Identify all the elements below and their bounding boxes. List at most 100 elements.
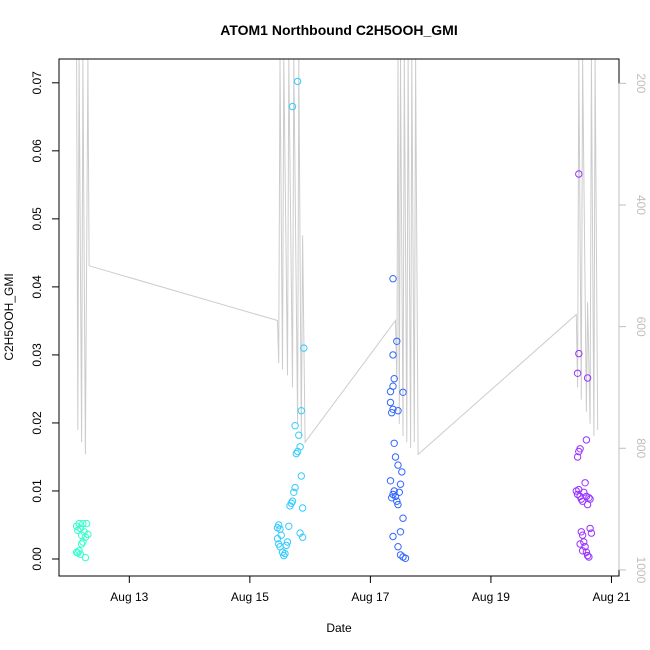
data-point bbox=[84, 530, 92, 539]
data-point bbox=[582, 436, 591, 444]
right-y-tick-label: 600 bbox=[634, 317, 648, 337]
data-point bbox=[281, 549, 289, 558]
data-point bbox=[573, 453, 582, 461]
data-point bbox=[394, 461, 402, 469]
x-tick-label: Aug 19 bbox=[472, 590, 510, 604]
y-tick-label: 0.06 bbox=[30, 139, 44, 163]
data-point bbox=[575, 170, 583, 178]
data-point bbox=[291, 483, 299, 492]
data-point bbox=[575, 349, 583, 358]
data-point bbox=[283, 538, 292, 546]
data-point bbox=[396, 480, 405, 488]
y-tick-label: 0.03 bbox=[30, 343, 44, 367]
data-point bbox=[395, 488, 403, 496]
right-y-tick-label: 200 bbox=[634, 73, 648, 93]
data-point bbox=[296, 443, 304, 451]
data-point bbox=[573, 369, 582, 377]
data-point bbox=[583, 374, 592, 382]
data-point bbox=[578, 497, 587, 505]
data-point bbox=[390, 439, 398, 447]
x-axis: Aug 13 Aug 15 Aug 17 Aug 19 Aug 21 bbox=[110, 576, 631, 604]
data-point bbox=[389, 405, 397, 413]
data-point bbox=[391, 453, 400, 461]
data-point bbox=[79, 519, 87, 528]
data-point bbox=[399, 388, 407, 396]
series-4 bbox=[572, 170, 596, 561]
data-point bbox=[275, 521, 283, 529]
data-point bbox=[77, 540, 86, 548]
x-tick-label: Aug 17 bbox=[351, 590, 389, 604]
data-point bbox=[273, 534, 282, 543]
data-point bbox=[297, 407, 305, 415]
data-point bbox=[75, 519, 83, 528]
y-tick-label: 0.04 bbox=[30, 275, 44, 299]
data-point bbox=[389, 532, 397, 541]
right-axis-series-line bbox=[76, 58, 599, 456]
series-1 bbox=[72, 519, 92, 562]
data-point bbox=[292, 449, 300, 458]
y-tick-label: 0.01 bbox=[30, 479, 44, 503]
right-y-tick-label: 1000 bbox=[634, 557, 648, 584]
y-tick-label: 0.00 bbox=[30, 547, 44, 571]
data-point bbox=[585, 494, 593, 502]
series-2 bbox=[273, 77, 308, 560]
data-point bbox=[577, 528, 585, 536]
data-point bbox=[583, 551, 592, 560]
data-point bbox=[285, 522, 293, 530]
data-point bbox=[587, 529, 596, 537]
chart-title: ATOM1 Northbound C2H5OOH_GMI bbox=[220, 22, 457, 38]
data-point bbox=[585, 553, 593, 561]
data-point bbox=[298, 504, 307, 512]
y-axis: 0.00 0.01 0.02 0.03 0.04 0.05 0.06 0.07 bbox=[30, 71, 59, 571]
y-axis-label: C2H5OOH_GMI bbox=[2, 273, 16, 360]
x-tick-label: Aug 15 bbox=[231, 590, 269, 604]
data-point bbox=[288, 102, 297, 111]
data-point bbox=[76, 550, 85, 558]
data-point bbox=[277, 531, 285, 539]
x-axis-label: Date bbox=[326, 621, 352, 635]
y-tick-label: 0.07 bbox=[30, 71, 44, 95]
data-point bbox=[390, 375, 398, 383]
data-point bbox=[399, 514, 407, 522]
data-point bbox=[291, 422, 299, 430]
data-points-layer bbox=[72, 77, 596, 562]
data-point bbox=[388, 494, 396, 502]
right-axis-series-layer bbox=[76, 58, 599, 456]
data-point bbox=[389, 351, 397, 359]
data-point bbox=[580, 538, 588, 546]
data-point bbox=[394, 407, 402, 415]
data-point bbox=[296, 529, 304, 537]
data-point bbox=[82, 519, 91, 528]
plot-frame bbox=[58, 58, 620, 577]
data-point bbox=[576, 445, 584, 453]
data-point bbox=[578, 531, 587, 539]
data-point bbox=[391, 492, 400, 501]
data-point bbox=[79, 538, 87, 546]
x-tick-label: Aug 13 bbox=[110, 590, 148, 604]
y-tick-label: 0.05 bbox=[30, 207, 44, 231]
right-y-axis: 200 400 600 800 1000 bbox=[618, 73, 648, 584]
data-point bbox=[290, 488, 298, 496]
data-point bbox=[389, 275, 397, 283]
data-point bbox=[297, 472, 305, 480]
data-point bbox=[396, 551, 405, 559]
data-point bbox=[386, 398, 395, 407]
data-point bbox=[401, 554, 410, 562]
data-point bbox=[280, 551, 288, 560]
data-point bbox=[386, 477, 395, 485]
data-point bbox=[576, 540, 584, 548]
data-point bbox=[300, 344, 308, 352]
x-tick-label: Aug 21 bbox=[592, 590, 630, 604]
data-point bbox=[298, 533, 307, 541]
data-point bbox=[578, 547, 587, 555]
data-point bbox=[586, 524, 594, 533]
data-point bbox=[394, 500, 402, 509]
data-point bbox=[390, 487, 398, 495]
data-point bbox=[75, 547, 83, 555]
y-tick-label: 0.02 bbox=[30, 411, 44, 435]
data-point bbox=[293, 77, 302, 86]
data-point bbox=[287, 499, 295, 507]
data-point bbox=[580, 488, 588, 496]
